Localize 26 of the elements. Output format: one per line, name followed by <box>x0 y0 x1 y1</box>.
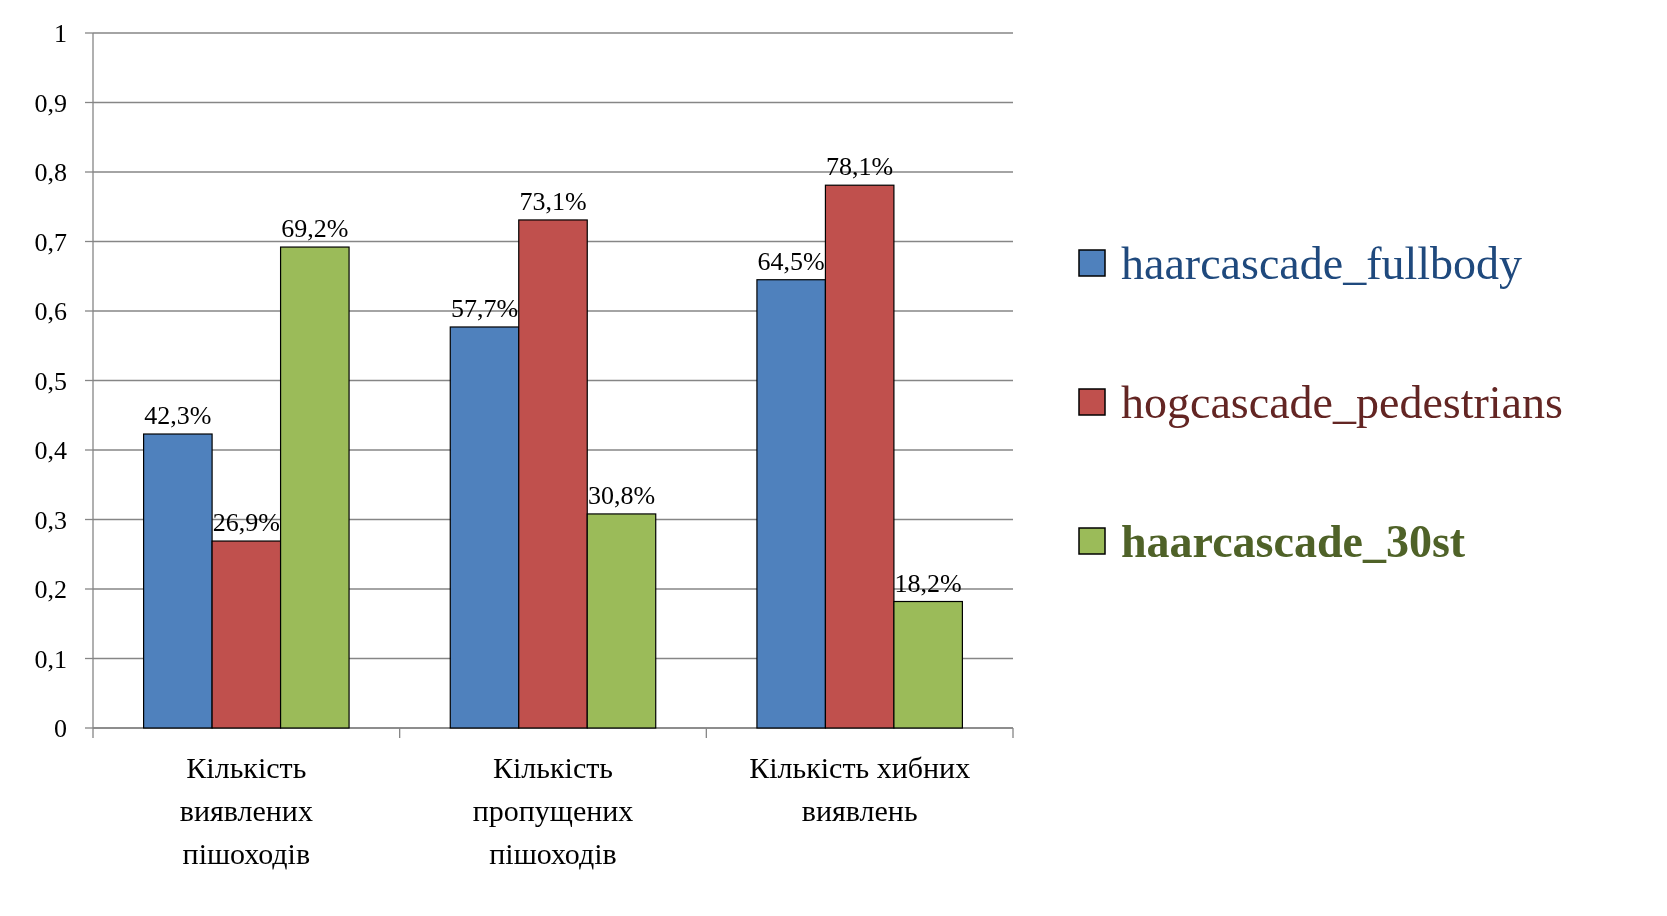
data-label: 26,9% <box>212 508 280 538</box>
x-tick-label: Кількість хибних виявлень <box>749 751 971 827</box>
y-tick-label: 0,6 <box>34 297 67 327</box>
y-tick-label: 0,9 <box>34 88 67 118</box>
data-label: 64,5% <box>757 246 825 276</box>
data-label: 69,2% <box>281 214 349 244</box>
data-label: 78,1% <box>826 152 894 182</box>
data-label: 73,1% <box>519 186 587 216</box>
data-label: 57,7% <box>450 293 519 323</box>
y-tick-label: 0,2 <box>34 575 67 605</box>
y-tick-label: 0,5 <box>34 366 67 396</box>
y-tick-label: 0,3 <box>34 505 67 535</box>
data-label: 42,3% <box>144 401 212 431</box>
legend-label: hogcascade_pedestrians <box>1121 377 1563 429</box>
data-label: 30,8% <box>587 480 656 510</box>
y-tick-label: 0 <box>54 714 67 744</box>
legend-label: haarcascade_30st <box>1121 516 1466 568</box>
x-tick-label: Кількість пропущених пішоходів <box>472 751 634 870</box>
y-tick-label: 0,7 <box>34 227 67 257</box>
y-tick-label: 0,4 <box>34 436 67 466</box>
data-label: 18,2% <box>894 568 962 598</box>
x-tick-label: Кількість виявлених пішоходів <box>179 751 313 870</box>
y-tick-label: 0,8 <box>34 158 67 188</box>
y-tick-label: 0,1 <box>34 644 67 674</box>
y-tick-label: 1 <box>54 19 67 49</box>
legend-label: haarcascade_fullbody <box>1121 238 1523 290</box>
